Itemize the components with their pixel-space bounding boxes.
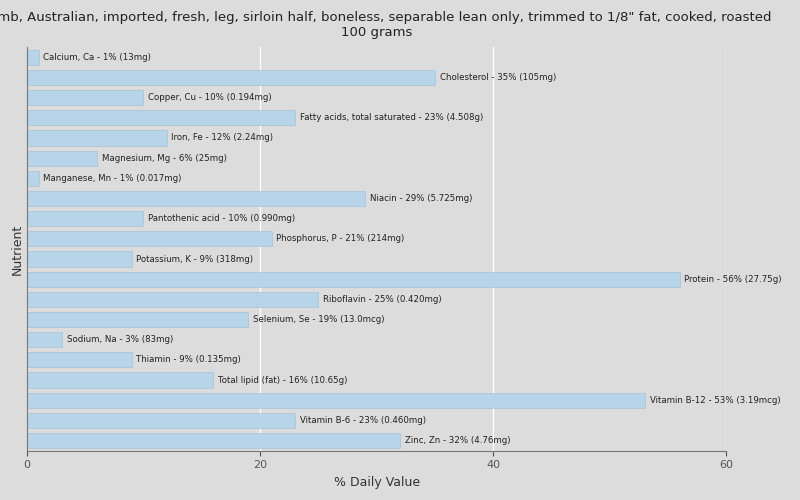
Text: Calcium, Ca - 1% (13mg): Calcium, Ca - 1% (13mg) bbox=[43, 53, 151, 62]
X-axis label: % Daily Value: % Daily Value bbox=[334, 476, 420, 489]
Bar bbox=[27, 332, 62, 347]
Y-axis label: Nutrient: Nutrient bbox=[11, 224, 24, 274]
Text: Total lipid (fat) - 16% (10.65g): Total lipid (fat) - 16% (10.65g) bbox=[218, 376, 347, 384]
Text: Potassium, K - 9% (318mg): Potassium, K - 9% (318mg) bbox=[137, 254, 254, 264]
Bar bbox=[27, 191, 365, 206]
Text: Iron, Fe - 12% (2.24mg): Iron, Fe - 12% (2.24mg) bbox=[171, 134, 274, 142]
Text: Sodium, Na - 3% (83mg): Sodium, Na - 3% (83mg) bbox=[66, 335, 173, 344]
Bar bbox=[27, 70, 435, 85]
Text: Riboflavin - 25% (0.420mg): Riboflavin - 25% (0.420mg) bbox=[323, 295, 442, 304]
Bar bbox=[27, 392, 645, 408]
Bar bbox=[27, 130, 167, 146]
Text: Vitamin B-6 - 23% (0.460mg): Vitamin B-6 - 23% (0.460mg) bbox=[300, 416, 426, 425]
Bar bbox=[27, 372, 214, 388]
Bar bbox=[27, 232, 272, 246]
Bar bbox=[27, 110, 295, 126]
Bar bbox=[27, 50, 38, 65]
Text: Niacin - 29% (5.725mg): Niacin - 29% (5.725mg) bbox=[370, 194, 472, 203]
Text: Manganese, Mn - 1% (0.017mg): Manganese, Mn - 1% (0.017mg) bbox=[43, 174, 182, 183]
Text: Vitamin B-12 - 53% (3.19mcg): Vitamin B-12 - 53% (3.19mcg) bbox=[650, 396, 780, 404]
Text: Copper, Cu - 10% (0.194mg): Copper, Cu - 10% (0.194mg) bbox=[148, 93, 272, 102]
Bar bbox=[27, 90, 143, 105]
Bar bbox=[27, 272, 680, 286]
Text: Magnesium, Mg - 6% (25mg): Magnesium, Mg - 6% (25mg) bbox=[102, 154, 226, 162]
Text: Cholesterol - 35% (105mg): Cholesterol - 35% (105mg) bbox=[440, 73, 556, 82]
Bar bbox=[27, 211, 143, 226]
Bar bbox=[27, 352, 132, 368]
Text: Phosphorus, P - 21% (214mg): Phosphorus, P - 21% (214mg) bbox=[277, 234, 405, 244]
Bar bbox=[27, 252, 132, 266]
Bar bbox=[27, 150, 97, 166]
Text: Zinc, Zn - 32% (4.76mg): Zinc, Zn - 32% (4.76mg) bbox=[405, 436, 510, 445]
Text: Protein - 56% (27.75g): Protein - 56% (27.75g) bbox=[685, 274, 782, 283]
Title: Lamb, Australian, imported, fresh, leg, sirloin half, boneless, separable lean o: Lamb, Australian, imported, fresh, leg, … bbox=[0, 11, 771, 39]
Text: Pantothenic acid - 10% (0.990mg): Pantothenic acid - 10% (0.990mg) bbox=[148, 214, 295, 223]
Text: Thiamin - 9% (0.135mg): Thiamin - 9% (0.135mg) bbox=[137, 356, 242, 364]
Bar bbox=[27, 312, 249, 327]
Text: Fatty acids, total saturated - 23% (4.508g): Fatty acids, total saturated - 23% (4.50… bbox=[300, 114, 483, 122]
Bar bbox=[27, 433, 400, 448]
Bar bbox=[27, 413, 295, 428]
Bar bbox=[27, 171, 38, 186]
Text: Selenium, Se - 19% (13.0mcg): Selenium, Se - 19% (13.0mcg) bbox=[253, 315, 385, 324]
Bar bbox=[27, 292, 318, 307]
